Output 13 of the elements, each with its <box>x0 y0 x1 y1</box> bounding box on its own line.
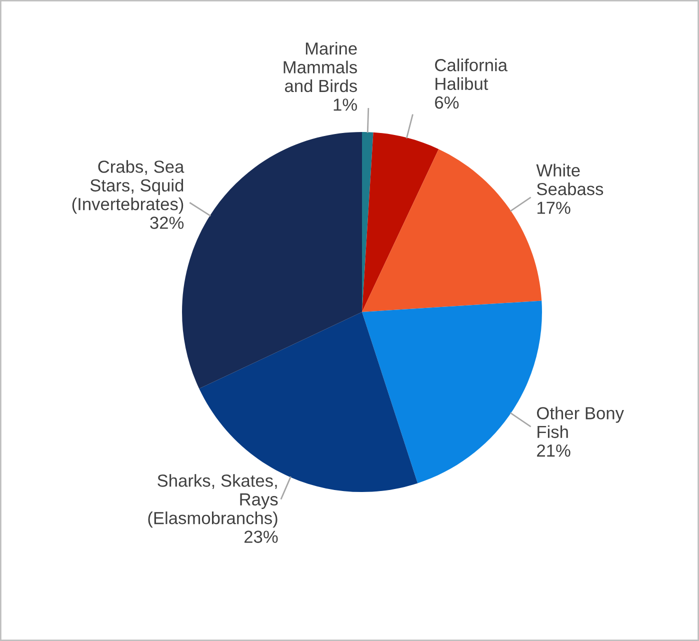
data-label: 23% <box>244 530 278 543</box>
slice-label: California Halibut <box>435 58 508 90</box>
slice-label: Sharks, Skates, Rays (Elasmobranchs) <box>148 474 278 528</box>
data-label: 32% <box>150 216 184 229</box>
data-label: 1% <box>334 98 357 111</box>
data-label: 21% <box>537 444 570 457</box>
slice-label: White Seabass <box>536 164 604 196</box>
slice-label: Crabs, Sea Stars, Squid (Invertebrates) <box>72 160 184 214</box>
slice-label: Marine Mammals and Birds <box>284 42 357 92</box>
data-label: 6% <box>435 96 459 109</box>
slice-label: Other Bony Fish <box>537 406 624 438</box>
pie-slice <box>362 132 439 312</box>
data-label: 17% <box>538 202 570 214</box>
